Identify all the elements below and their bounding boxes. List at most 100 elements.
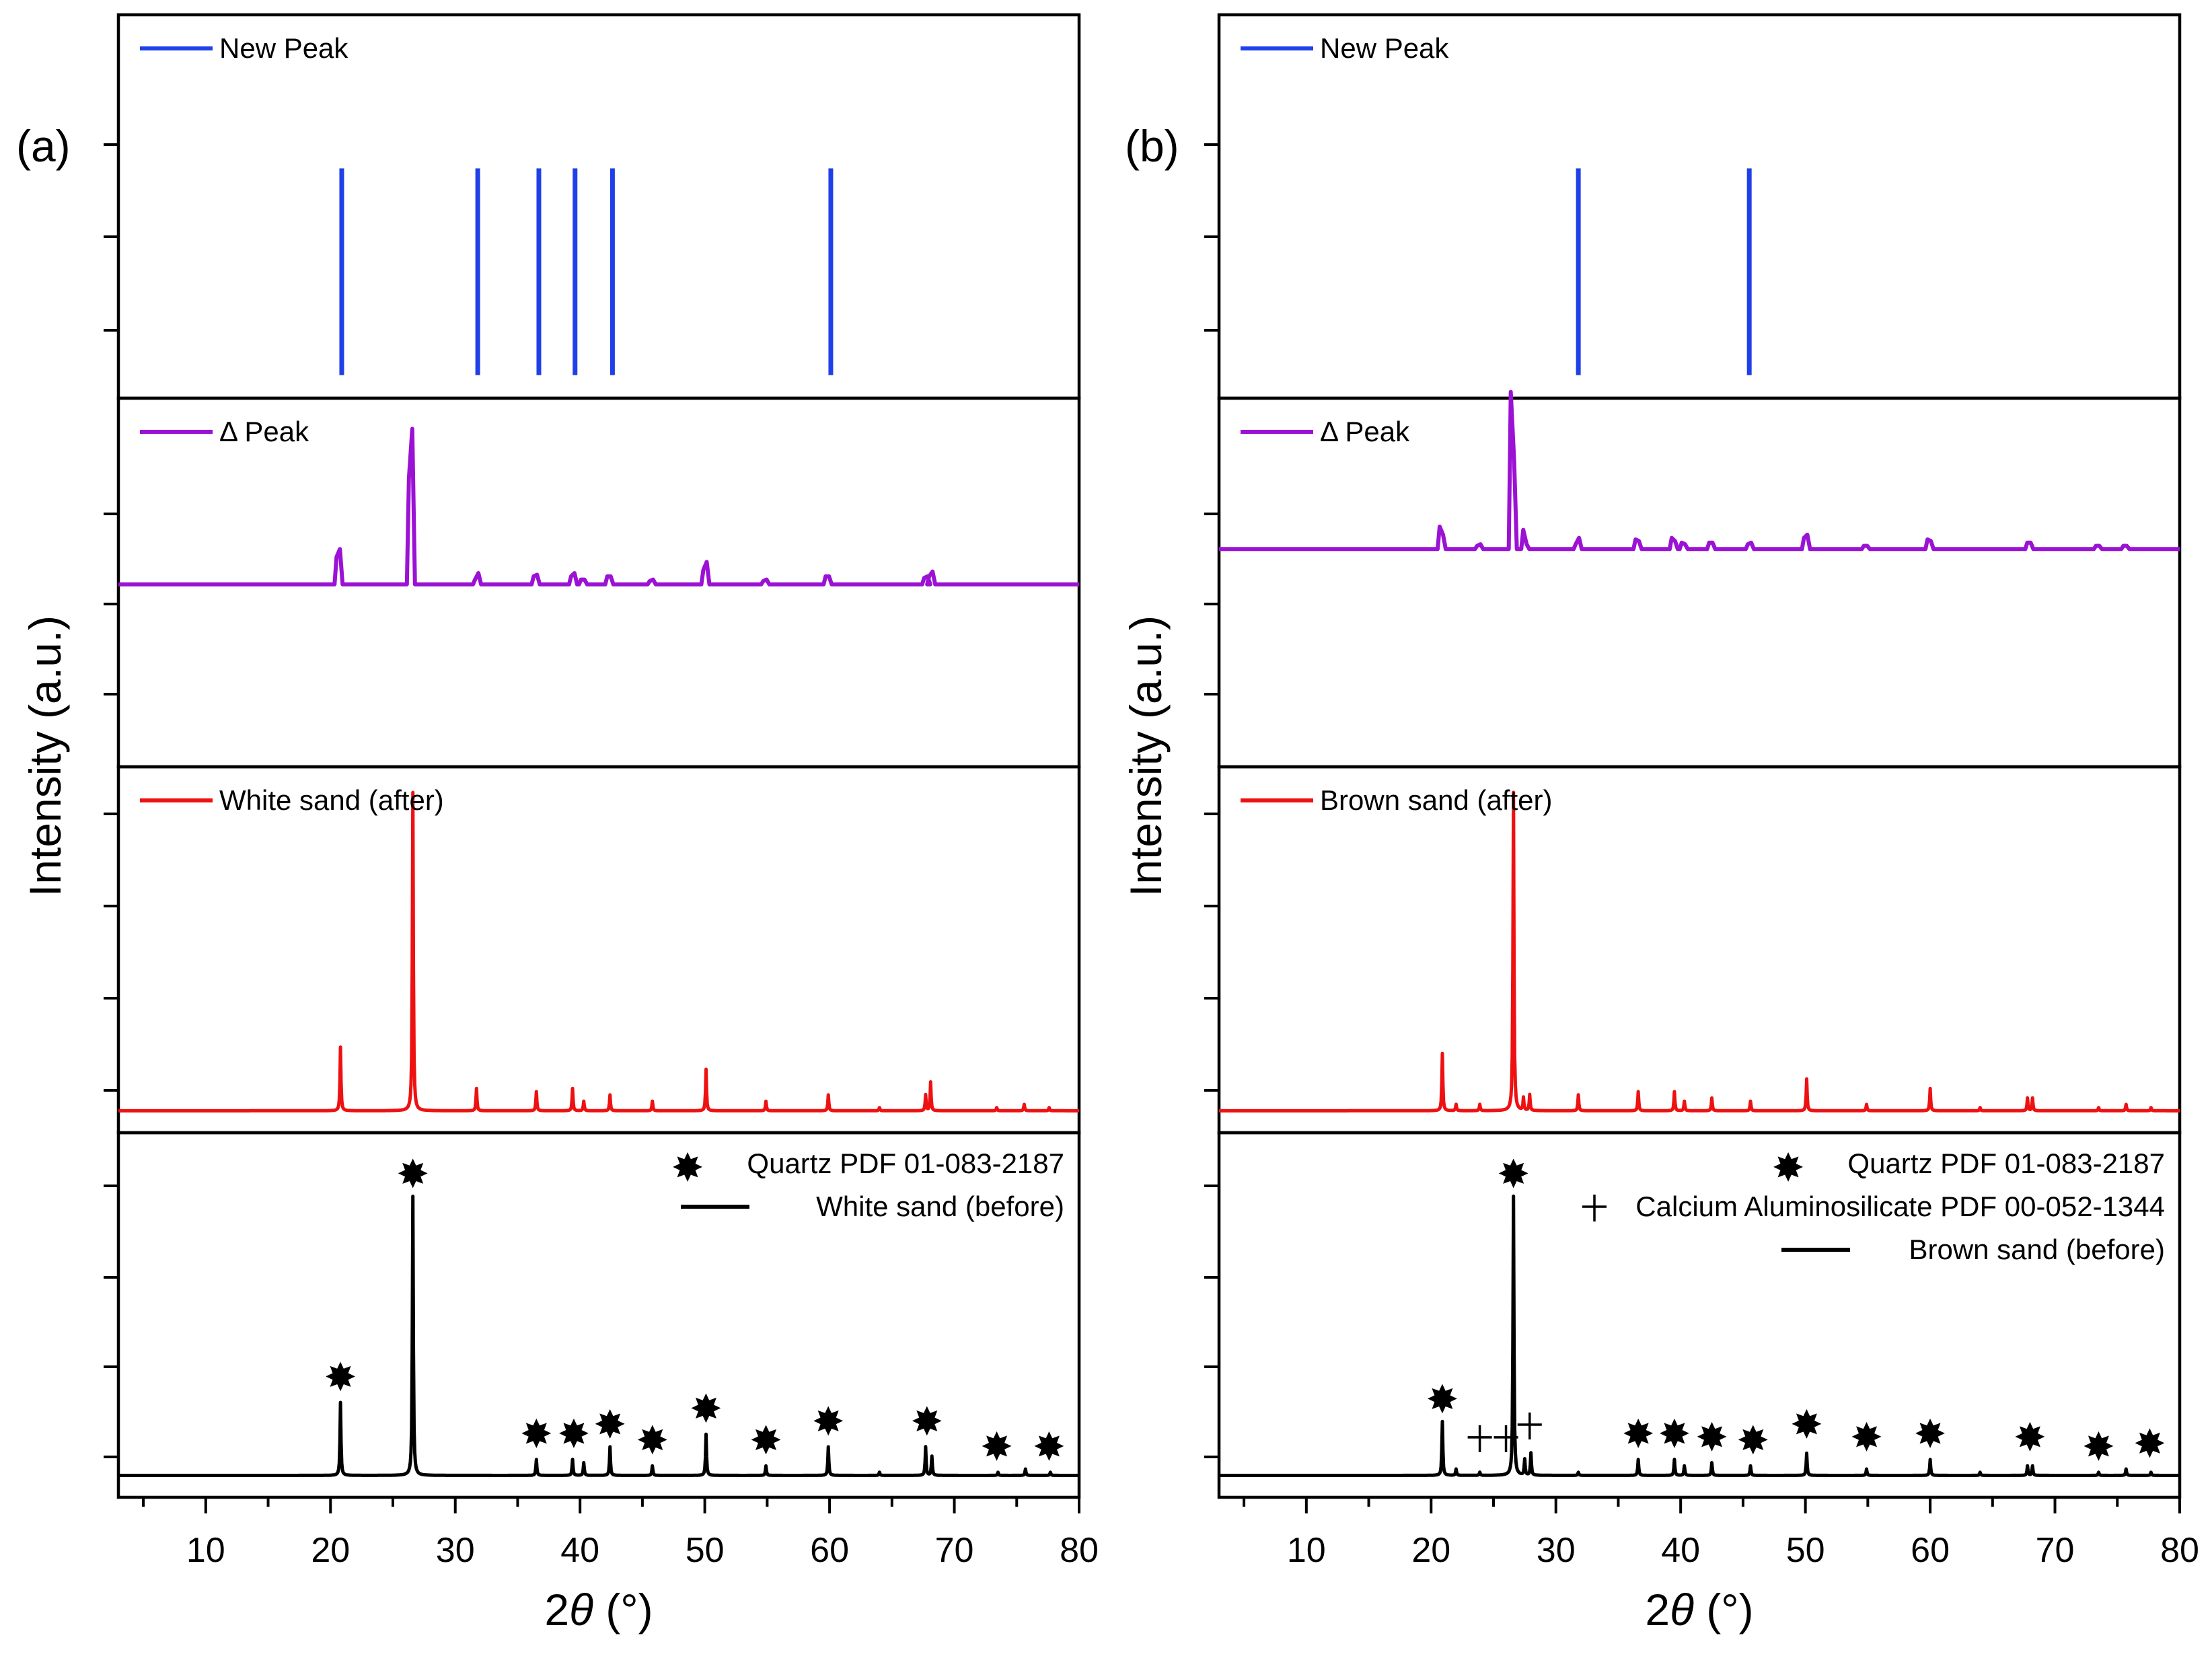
legend-pattern-label: Brown sand (before) [1909, 1234, 2165, 1265]
quartz-marker: ✸ [1658, 1413, 1691, 1456]
legend-difference: Δ Peak [1241, 416, 1410, 447]
legend-pattern: Brown sand (after) [1241, 784, 1552, 816]
subplot-frame [1217, 765, 2182, 1135]
x-tick-label: 40 [1661, 1531, 1700, 1570]
legend-calcium-label: Calcium Aluminosilicate PDF 00-052-1344 [1635, 1191, 2165, 1222]
after-pattern-line [1218, 790, 2181, 1113]
x-tick-label: 60 [810, 1531, 849, 1570]
subplot-frame [116, 13, 1081, 400]
legend-calcium: Calcium Aluminosilicate PDF 00-052-1344 [1582, 1191, 2165, 1222]
quartz-marker: ✸ [1033, 1425, 1066, 1469]
subplot-frame [1217, 396, 2182, 769]
x-tick-label: 20 [1411, 1531, 1450, 1570]
delta-peak-line [118, 426, 1079, 587]
subplot-frame [1217, 13, 2182, 400]
quartz-marker: ✸ [593, 1403, 626, 1447]
legend-label: White sand (after) [219, 784, 444, 816]
quartz-marker: ✸ [812, 1400, 845, 1443]
quartz-marker: ✸ [2014, 1416, 2047, 1460]
x-tick-label: 10 [186, 1531, 225, 1570]
legend-sticks: New Peak [140, 32, 348, 64]
legend-pattern: White sand (before) [681, 1191, 1064, 1222]
calcium-aluminosilicate-marker [1494, 1425, 1518, 1452]
quartz-marker: ✸ [910, 1400, 943, 1443]
legend-pattern: White sand (after) [140, 784, 444, 816]
subplot-pattern: White sand (after) [104, 765, 1081, 1135]
before-pattern-line [117, 1195, 1080, 1477]
subplot-sticks: New Peak [1204, 13, 2182, 400]
x-tick-label: 50 [686, 1531, 725, 1570]
x-axis-label-theta: θ [1670, 1585, 1694, 1634]
quartz-marker: ✸ [690, 1387, 723, 1431]
delta-peak-line [1219, 389, 2180, 552]
x-tick-label: 40 [560, 1531, 599, 1570]
quartz-marker: ✸ [1736, 1419, 1769, 1463]
legend-quartz-symbol: ✸ [1772, 1146, 1805, 1190]
x-tick-label: 70 [2036, 1531, 2075, 1570]
legend-quartz-symbol: ✸ [671, 1146, 704, 1190]
legend-pattern: Brown sand (before) [1781, 1234, 2165, 1265]
x-axis-label-part: (°) [1694, 1585, 1754, 1634]
x-axis-label: 2θ (°) [544, 1585, 653, 1634]
calcium-aluminosilicate-marker [1467, 1425, 1492, 1452]
x-tick-label: 30 [436, 1531, 475, 1570]
before-pattern-line [1218, 1194, 2181, 1477]
quartz-marker: ✸ [1622, 1413, 1655, 1456]
quartz-marker: ✸ [749, 1419, 782, 1463]
quartz-marker: ✸ [2133, 1422, 2166, 1466]
legend-difference: Δ Peak [140, 416, 309, 447]
quartz-marker: ✸ [558, 1413, 591, 1456]
panel-letter: (b) [1125, 121, 1179, 171]
after-pattern-line [117, 790, 1080, 1113]
x-axis-label: 2θ (°) [1645, 1585, 1753, 1634]
x-axis-label-part: 2 [1645, 1585, 1670, 1634]
subplot-sticks: New Peak [104, 13, 1081, 400]
x-tick-label: 80 [1060, 1531, 1099, 1570]
calcium-aluminosilicate-marker [1517, 1413, 1542, 1440]
quartz-marker: ✸ [324, 1355, 357, 1399]
legend-sticks: New Peak [1241, 32, 1449, 64]
x-tick-label: 70 [935, 1531, 974, 1570]
legend-quartz-label: Quartz PDF 01-083-2187 [1847, 1148, 2165, 1179]
legend-label: Δ Peak [1320, 416, 1410, 447]
legend-label: New Peak [219, 32, 348, 64]
legend-quartz-label: Quartz PDF 01-083-2187 [747, 1148, 1064, 1179]
panel-a: (a) Intensity (a.u.) New Peak Δ Peak White s… [16, 13, 1099, 1634]
panel-letter: (a) [16, 121, 71, 171]
quartz-marker: ✸ [2082, 1425, 2115, 1469]
legend-quartz: Quartz PDF 01-083-2187 ✸ [1772, 1146, 2165, 1190]
quartz-marker: ✸ [1497, 1153, 1530, 1197]
legend-label: Brown sand (after) [1320, 784, 1552, 816]
x-tick-label: 10 [1287, 1531, 1326, 1570]
subplot-frame [116, 1131, 1081, 1499]
quartz-marker: ✸ [396, 1153, 429, 1197]
subplot-difference: Δ Peak [1204, 389, 2182, 769]
x-tick-label: 20 [311, 1531, 350, 1570]
subplot-frame [1217, 1131, 2182, 1499]
x-tick-label: 60 [1911, 1531, 1950, 1570]
y-axis-label: Intensity (a.u.) [20, 615, 70, 897]
quartz-marker: ✸ [980, 1425, 1013, 1469]
quartz-marker: ✸ [636, 1419, 669, 1463]
legend-quartz: Quartz PDF 01-083-2187 ✸ [671, 1146, 1064, 1190]
x-tick-label: 50 [1786, 1531, 1825, 1570]
x-axis-label-theta: θ [569, 1585, 593, 1634]
subplot-pattern: ✸✸✸ ✸ ✸ ✸ ✸ ✸ ✸ ✸ ✸ ✸Quartz PDF 01-083-2187✸Calci… [1204, 1131, 2182, 1499]
quartz-marker: ✸ [1426, 1378, 1459, 1421]
quartz-marker: ✸ [1695, 1416, 1728, 1460]
legend-label: New Peak [1320, 32, 1449, 64]
quartz-marker: ✸ [520, 1413, 553, 1456]
y-axis-label: Intensity (a.u.) [1121, 615, 1171, 897]
quartz-marker: ✸ [1850, 1416, 1883, 1460]
x-tick-label: 30 [1537, 1531, 1576, 1570]
subplot-pattern: Brown sand (after) [1204, 765, 2182, 1135]
panel-b: (b) Intensity (a.u.) New Peak Δ Peak Brown s… [1121, 13, 2199, 1634]
quartz-marker: ✸ [1914, 1413, 1947, 1456]
legend-label: Δ Peak [219, 416, 309, 447]
subplot-frame [116, 765, 1081, 1135]
legend-pattern-label: White sand (before) [816, 1191, 1064, 1222]
subplot-pattern: ✸✸✸ ✸ ✸ ✸✸✸ ✸ ✸✸ ✸Quartz PDF 01-083-2187✸White… [104, 1131, 1081, 1499]
quartz-marker: ✸ [1790, 1403, 1823, 1447]
x-axis-label-part: 2 [544, 1585, 569, 1634]
